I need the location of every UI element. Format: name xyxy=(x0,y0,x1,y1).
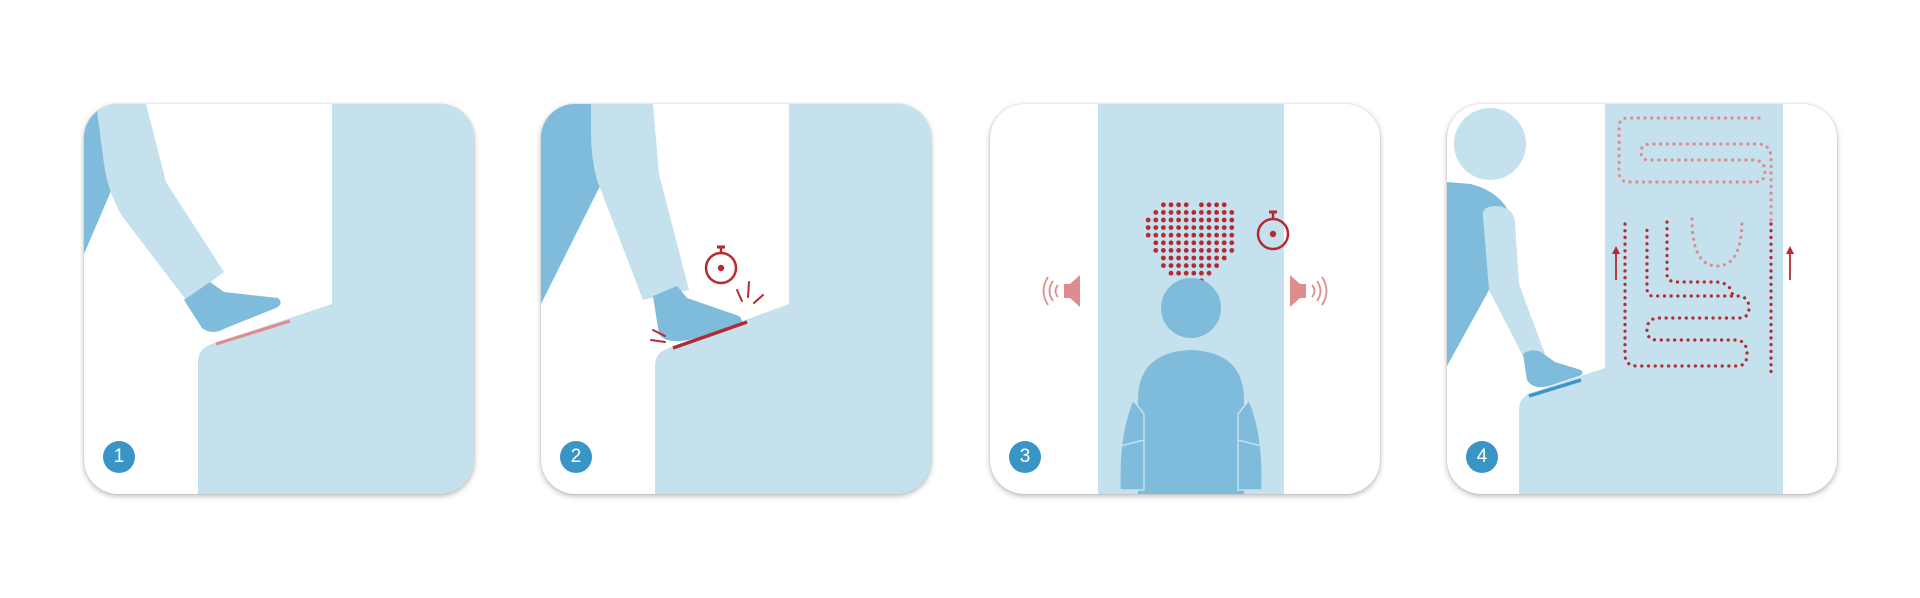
step-badge-4: 4 xyxy=(1466,441,1498,473)
body-edge xyxy=(541,104,605,304)
step-panel-1: 1 xyxy=(84,104,474,494)
pedal-line xyxy=(1528,378,1582,398)
step-panel-2: 2 xyxy=(541,104,931,494)
person-icon xyxy=(1119,278,1263,494)
step-badge-2: 2 xyxy=(560,441,592,473)
body-edge xyxy=(84,104,114,254)
step-panel-4: 4 xyxy=(1447,104,1837,494)
speaker-left-icon xyxy=(1042,275,1080,307)
speaker-right-icon xyxy=(1290,275,1328,307)
seat-block xyxy=(198,304,332,494)
pedal-line xyxy=(215,319,291,346)
back-wall xyxy=(789,104,931,494)
heart-dots-icon xyxy=(1145,202,1235,291)
step-2-illustration xyxy=(541,104,931,494)
press-burst-icon xyxy=(650,281,764,343)
foot-icon xyxy=(653,286,742,342)
arm-icon xyxy=(1482,206,1545,364)
hand-icon xyxy=(1523,350,1583,388)
person-head xyxy=(1454,108,1526,180)
back-wall xyxy=(1605,104,1783,494)
foot-icon xyxy=(184,282,281,332)
leg-icon xyxy=(96,104,224,300)
up-arrow-icon xyxy=(1612,246,1794,280)
stopwatch-icon xyxy=(704,245,738,285)
step-panel-3: 3 xyxy=(990,104,1380,494)
serpentine-dotted-path-icon xyxy=(1617,116,1773,376)
step-1-illustration xyxy=(84,104,474,494)
seat-block xyxy=(1519,368,1605,494)
leg-icon xyxy=(591,104,689,300)
step-3-illustration xyxy=(1042,104,1328,494)
step-4-illustration xyxy=(1447,104,1794,494)
pedal-line xyxy=(672,320,748,350)
step-badge-3: 3 xyxy=(1009,441,1041,473)
seat-block xyxy=(655,304,789,494)
stopwatch-icon xyxy=(1256,210,1290,251)
step-badge-1: 1 xyxy=(103,441,135,473)
back-wall xyxy=(332,104,474,494)
